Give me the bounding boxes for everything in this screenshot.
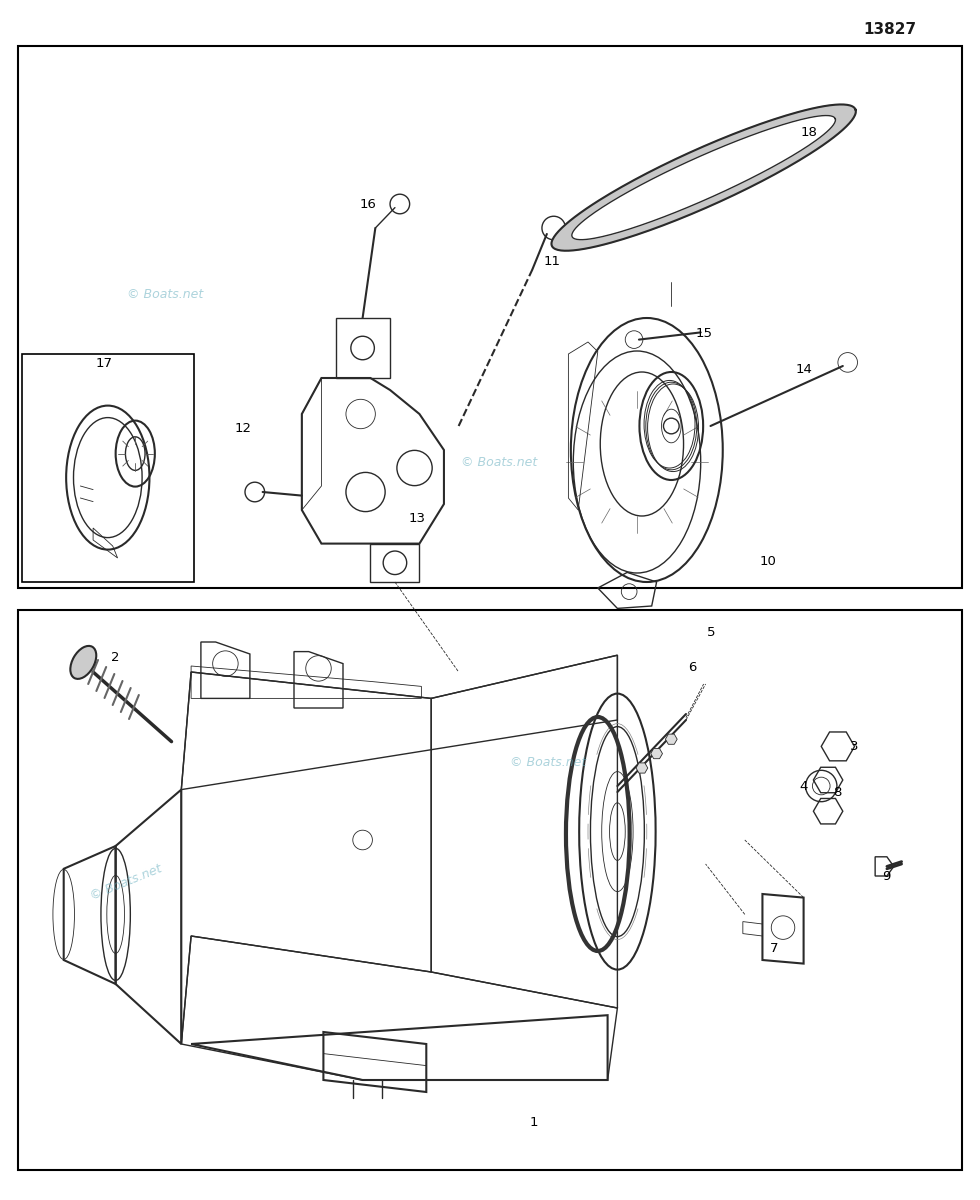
Text: 6: 6 [688, 661, 696, 673]
Text: 2: 2 [112, 652, 120, 664]
Text: 1: 1 [530, 1116, 538, 1128]
Text: 11: 11 [543, 256, 561, 268]
Text: © Boats.net: © Boats.net [510, 756, 586, 768]
Text: 4: 4 [800, 780, 808, 792]
Polygon shape [552, 104, 856, 251]
Polygon shape [665, 734, 677, 744]
Ellipse shape [71, 646, 96, 679]
Text: 13827: 13827 [863, 23, 916, 37]
Polygon shape [636, 763, 648, 773]
Text: 17: 17 [95, 358, 113, 370]
Bar [18, 610, 962, 1170]
Text: 5: 5 [708, 626, 715, 638]
Text: 3: 3 [851, 740, 858, 752]
Text: © Boats.net: © Boats.net [88, 862, 164, 902]
Text: © Boats.net: © Boats.net [127, 288, 204, 300]
Text: 10: 10 [760, 556, 777, 568]
Text: 7: 7 [770, 942, 778, 954]
Polygon shape [571, 115, 836, 240]
Text: 13: 13 [409, 512, 426, 524]
Text: 18: 18 [800, 126, 817, 138]
Polygon shape [651, 749, 662, 758]
Text: 12: 12 [234, 422, 252, 434]
Text: 8: 8 [833, 786, 841, 798]
Text: 16: 16 [360, 198, 377, 210]
Text: 15: 15 [695, 328, 712, 340]
Bar [22, 354, 194, 582]
Text: © Boats.net: © Boats.net [461, 456, 537, 468]
Bar [18, 46, 962, 588]
Text: 14: 14 [795, 364, 812, 376]
Text: 9: 9 [882, 870, 890, 882]
